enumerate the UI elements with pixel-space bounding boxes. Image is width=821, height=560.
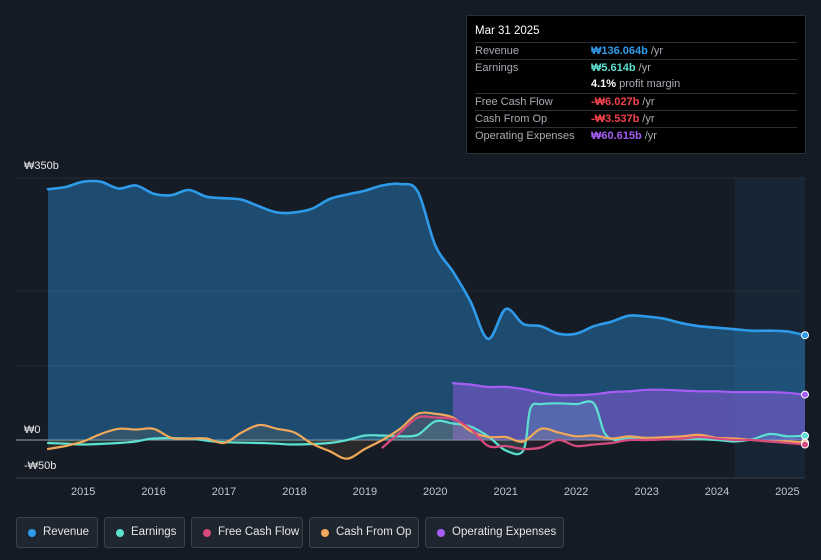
tooltip-label: Earnings xyxy=(475,62,519,74)
legend-dot-icon xyxy=(203,529,211,537)
series-areas xyxy=(48,180,805,459)
x-tick-label: 2021 xyxy=(493,486,518,498)
tooltip-row-opex: Operating Expenses ₩60.615b/yr xyxy=(475,127,797,145)
tooltip-label: Free Cash Flow xyxy=(475,96,553,108)
line-opex xyxy=(451,382,807,397)
end-marker-opex xyxy=(801,390,809,399)
tooltip-row-fcf: Free Cash Flow -₩6.027b/yr xyxy=(475,93,797,111)
tooltip-unit: /yr xyxy=(642,113,655,125)
y-tick-label-bottom: -₩50b xyxy=(24,460,57,472)
forecast-region xyxy=(734,178,805,478)
end-marker-earnings xyxy=(801,431,809,440)
y-tick-label-top: ₩350b xyxy=(24,160,59,172)
tooltip-unit: /yr xyxy=(650,45,664,57)
legend-label: Cash From Op xyxy=(336,526,412,538)
tooltip-value: ₩136.064b xyxy=(591,45,648,57)
tooltip-row-earnings: Earnings ₩5.614b/yr xyxy=(475,59,797,77)
legend-label: Operating Expenses xyxy=(452,526,557,538)
tooltip-label: Cash From Op xyxy=(475,113,548,125)
x-tick-label: 2018 xyxy=(282,486,307,498)
tooltip-row-cfo: Cash From Op -₩3.537b/yr xyxy=(475,110,797,128)
tooltip-date: Mar 31 2025 xyxy=(475,25,540,37)
x-tick-label: 2015 xyxy=(70,486,96,498)
tooltip-value: 4.1% xyxy=(591,78,617,90)
tooltip-label: Operating Expenses xyxy=(475,130,575,142)
series-lines xyxy=(46,179,807,460)
end-marker-revenue xyxy=(801,331,809,340)
legend-item-fcf[interactable]: Free Cash Flow xyxy=(191,517,303,548)
line-revenue xyxy=(46,179,807,341)
legend-label: Revenue xyxy=(43,526,90,538)
area-cfo xyxy=(48,412,805,459)
legend-item-revenue[interactable]: Revenue xyxy=(16,517,98,548)
tooltip-unit: profit margin xyxy=(619,78,681,90)
end-marker-fcf xyxy=(801,440,809,449)
y-tick-label-zero: ₩0 xyxy=(24,424,41,436)
tooltip-label: Revenue xyxy=(475,45,520,57)
legend-dot-icon xyxy=(321,529,329,537)
tooltip-unit: /yr xyxy=(642,96,655,108)
legend-dot-icon xyxy=(116,529,124,537)
tooltip-value: ₩5.614b xyxy=(591,62,636,74)
x-tick-label: 2022 xyxy=(563,486,589,498)
legend-item-cfo[interactable]: Cash From Op xyxy=(309,517,419,548)
tooltip-value: ₩60.615b xyxy=(591,130,642,142)
legend-label: Earnings xyxy=(131,526,177,538)
legend-dot-icon xyxy=(28,529,36,537)
tooltip-panel: Mar 31 2025 Revenue ₩136.064b/yr Earning… xyxy=(466,15,806,154)
x-tick-label: 2023 xyxy=(634,486,659,498)
end-markers xyxy=(801,331,809,449)
x-tick-label: 2025 xyxy=(775,486,800,498)
x-tick-label: 2017 xyxy=(211,486,237,498)
x-tick-label: 2019 xyxy=(352,486,378,498)
legend-item-earnings[interactable]: Earnings xyxy=(104,517,185,548)
tooltip-value: -₩3.537b xyxy=(591,113,640,125)
line-cfo xyxy=(46,411,807,460)
tooltip-unit: /yr xyxy=(644,130,657,142)
legend-dot-icon xyxy=(437,529,445,537)
line-fcf xyxy=(381,415,807,451)
x-tick-label: 2016 xyxy=(141,486,166,498)
tooltip-unit: /yr xyxy=(638,62,651,74)
legend-label: Free Cash Flow xyxy=(218,526,300,538)
tooltip-value: -₩6.027b xyxy=(591,96,640,108)
tooltip-row-revenue: Revenue ₩136.064b/yr xyxy=(475,42,797,60)
tooltip-row-margin: 4.1% profit margin xyxy=(475,76,797,93)
area-fcf xyxy=(382,416,805,450)
area-earnings xyxy=(48,401,805,455)
x-tick-label: 2020 xyxy=(423,486,448,498)
legend-item-opex[interactable]: Operating Expenses xyxy=(425,517,564,548)
area-revenue xyxy=(48,180,805,441)
area-opex xyxy=(452,383,805,440)
x-tick-label: 2024 xyxy=(704,486,730,498)
